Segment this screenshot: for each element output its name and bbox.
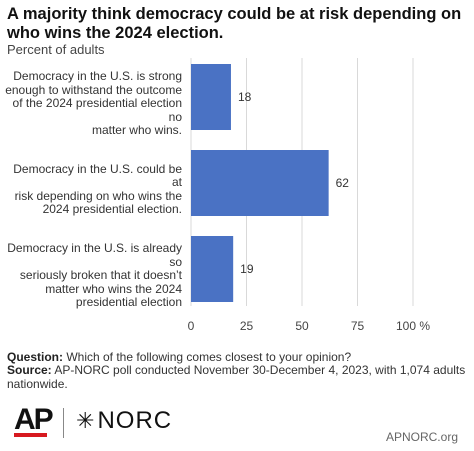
- category-label-line: presidential election: [75, 295, 182, 309]
- source-text: AP-NORC poll conducted November 30-Decem…: [7, 363, 466, 391]
- bar-1: [191, 150, 329, 216]
- category-label-line: Democracy in the U.S. is strong: [13, 69, 182, 83]
- data-label-1: 62: [336, 176, 350, 190]
- question-text: Which of the following comes closest to …: [63, 350, 352, 364]
- category-label-1: Democracy in the U.S. could be at risk de…: [0, 161, 182, 217]
- category-label-line: seriously broken that it doesn’t: [19, 268, 182, 282]
- bar-2: [191, 236, 234, 302]
- ap-logo-bar: [14, 433, 47, 437]
- bar-0: [191, 64, 231, 130]
- tick-label-2: 50: [295, 319, 309, 333]
- question-label: Question:: [7, 350, 63, 364]
- star-burst-icon: ✳: [76, 408, 96, 433]
- source-label: Source:: [7, 363, 52, 377]
- category-label-line: Democracy in the U.S. could be at: [13, 161, 182, 190]
- tick-label-4: 100 %: [396, 319, 430, 333]
- tick-label-0: 0: [188, 319, 195, 333]
- category-label-2: Democracy in the U.S. is already so serio…: [0, 241, 182, 310]
- category-label-line: matter who wins.: [91, 123, 182, 137]
- chart-title: A majority think democracy could be at r…: [7, 5, 462, 42]
- source-note: Source: AP-NORC poll conducted November …: [7, 363, 474, 391]
- data-label-0: 18: [238, 90, 252, 104]
- category-label-0: Democracy in the U.S. is strong enough to…: [0, 69, 182, 138]
- tick-label-1: 25: [240, 319, 254, 333]
- bar-chart: 18 62 19 0 25 50 75 100 %: [188, 58, 430, 333]
- category-label-line: 2024 presidential election.: [42, 202, 182, 217]
- logo-divider: [63, 408, 64, 438]
- chart-subtitle: Percent of adults: [7, 42, 105, 57]
- site-url: APNORC.org: [385, 430, 458, 444]
- question-note: Question: Which of the following comes c…: [7, 350, 351, 364]
- category-label-line: of the 2024 presidential election no: [12, 96, 182, 124]
- tick-label-3: 75: [351, 319, 365, 333]
- category-label-line: Democracy in the U.S. is already so: [7, 241, 182, 269]
- category-label-line: risk depending on who wins the: [14, 188, 182, 203]
- norc-logo-text: NORC: [97, 407, 173, 434]
- category-label-line: enough to withstand the outcome: [5, 82, 182, 97]
- category-label-line: matter who wins the 2024: [45, 281, 182, 296]
- ap-logo: AP: [14, 403, 54, 436]
- norc-logo: ✳NORC: [76, 408, 172, 434]
- data-label-2: 19: [240, 262, 254, 276]
